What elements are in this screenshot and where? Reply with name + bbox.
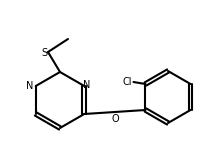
Text: O: O	[111, 114, 119, 124]
Text: N: N	[26, 81, 33, 91]
Text: N: N	[82, 80, 90, 90]
Text: S: S	[41, 48, 47, 58]
Text: Cl: Cl	[123, 77, 132, 87]
